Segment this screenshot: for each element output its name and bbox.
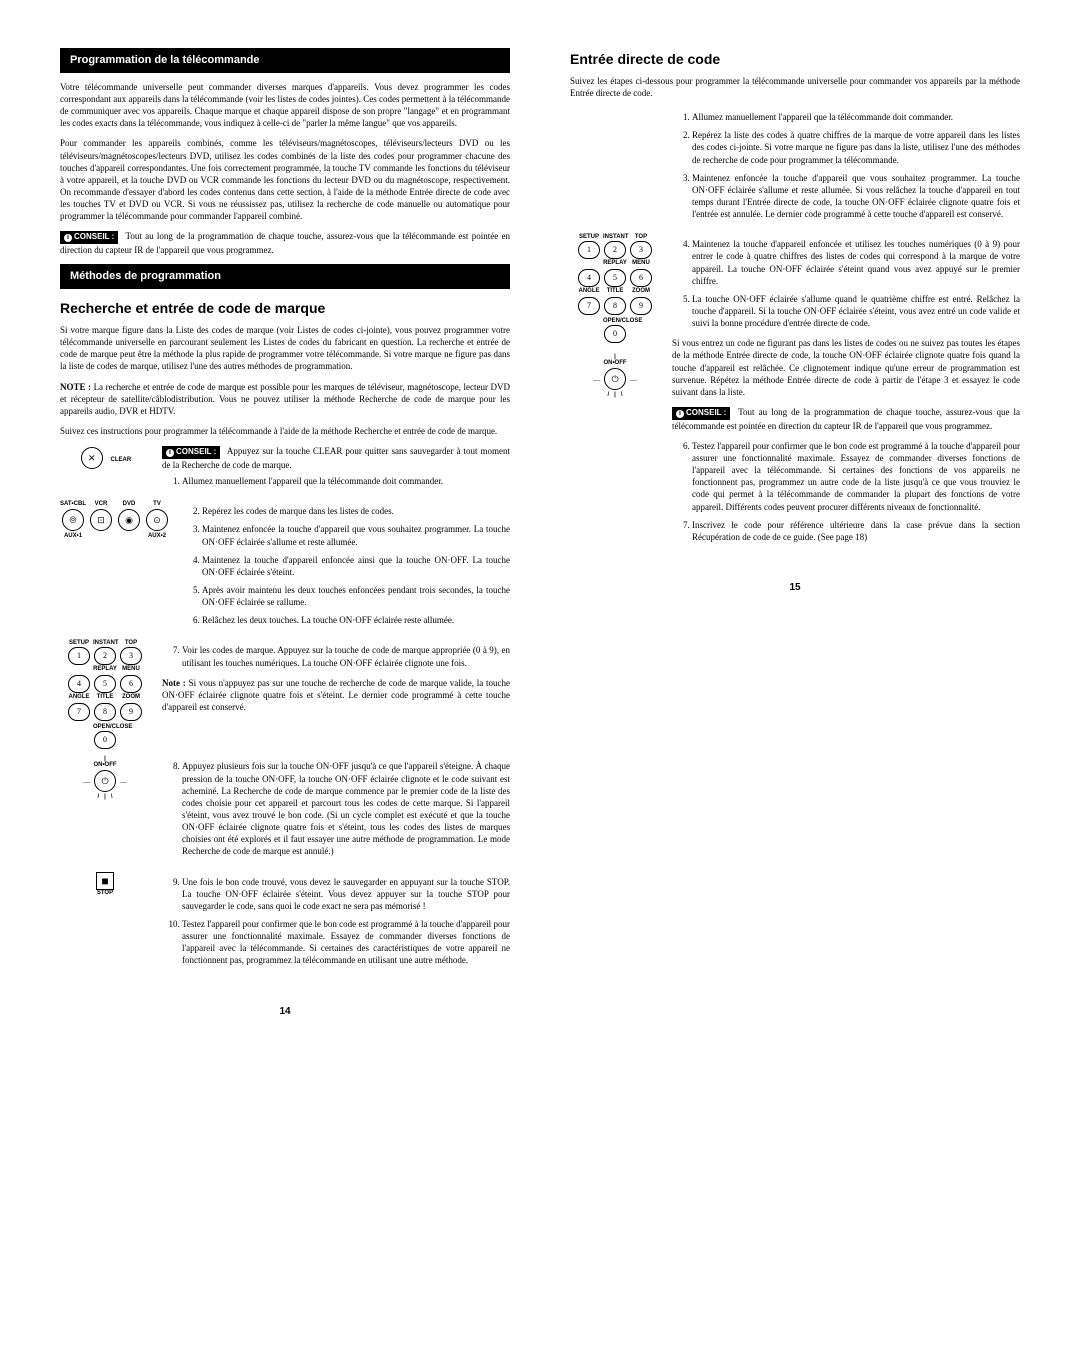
steps-list-b2: Une fois le bon code trouvé, vous devez … — [162, 876, 510, 967]
steps-list-a: Allumez manuellement l'appareil que la t… — [162, 475, 510, 487]
step: Après avoir maintenu les deux touches en… — [202, 584, 510, 608]
direct-steps-a: Allumez manuellement l'appareil que la t… — [672, 111, 1020, 220]
number-pad-row: SETUP1 INSTANT2REPLAY TOP3MENU 4ANGLE 5T… — [60, 640, 510, 750]
conseil-label: CONSEIL : — [686, 408, 726, 417]
step: Testez l'appareil pour confirmer que le … — [182, 918, 510, 967]
step: Voir les codes de marque. Appuyez sur la… — [182, 644, 510, 668]
subheading-direct-entry: Entrée directe de code — [570, 50, 1020, 69]
step: Allumez manuellement l'appareil que la t… — [692, 111, 1020, 123]
clear-button-diagram: ✕ CLEAR — [60, 445, 150, 471]
direct-steps-1-3: Allumez manuellement l'appareil que la t… — [570, 107, 1020, 228]
note-text: La recherche et entrée de code de marque… — [60, 382, 510, 416]
onoff-diagram: | ON•OFF — ⏻ — / | \ — [60, 756, 150, 800]
direct-steps-a2: Maintenez la touche d'appareil enfoncée … — [672, 238, 1020, 329]
direct-mid-para: Si vous entrez un code ne figurant pas d… — [672, 337, 1020, 398]
steps-list-b: Appuyez plusieurs fois sur la touche ON·… — [162, 760, 510, 857]
intro-paragraph-1: Votre télécommande universelle peut comm… — [60, 81, 510, 130]
step: Maintenez enfoncée la touche d'appareil … — [202, 523, 510, 547]
step: Maintenez enfoncée la touche d'appareil … — [692, 172, 1020, 221]
step: Appuyez plusieurs fois sur la touche ON·… — [182, 760, 510, 857]
step: Repérez la liste des codes à quatre chif… — [692, 129, 1020, 165]
step: La touche ON·OFF éclairée s'allume quand… — [692, 293, 1020, 329]
follow-instructions-para: Suivez ces instructions pour programmer … — [60, 425, 510, 437]
stop-diagram: ■ STOP — [60, 872, 150, 896]
stop-row: ■ STOP Une fois le bon code trouvé, vous… — [60, 872, 510, 975]
power-icon: ⏻ — [604, 368, 626, 390]
page-spread: Programmation de la télécommande Votre t… — [60, 40, 1020, 1018]
subheading-brand-search: Recherche et entrée de code de marque — [60, 299, 510, 318]
conseil-right: iCONSEIL : Tout au long de la programmat… — [672, 406, 1020, 432]
number-pad-diagram: SETUP1 INSTANT2REPLAY TOP3MENU 4ANGLE 5T… — [60, 640, 150, 750]
power-icon: ⏻ — [94, 770, 116, 792]
step: Repérez les codes de marque dans les lis… — [202, 505, 510, 517]
number-pad-diagram-right: SETUP1 INSTANT2REPLAY TOP3MENU 4ANGLE 5T… — [570, 234, 660, 398]
note-label: NOTE : — [60, 382, 91, 392]
note-a: NOTE : La recherche et entrée de code de… — [60, 381, 510, 417]
clear-button-icon: ✕ — [81, 447, 103, 469]
conseil-label: CONSEIL : — [176, 447, 216, 456]
conseil-label: CONSEIL : — [74, 232, 114, 241]
page-number-left: 14 — [60, 1005, 510, 1019]
section-heading-programming: Programmation de la télécommande — [60, 48, 510, 73]
page-left: Programmation de la télécommande Votre t… — [60, 40, 510, 1018]
device-buttons-row: SAT•CBL⦾AUX•1 VCR⊡ DVD◉ TV⊙AUX•2 Repérez… — [60, 501, 510, 634]
page-number-right: 15 — [570, 581, 1020, 595]
steps-list-a2: Repérez les codes de marque dans les lis… — [182, 505, 510, 626]
note-text: Si vous n'appuyez pas sur une touche de … — [162, 678, 510, 712]
steps-list-a3: Voir les codes de marque. Appuyez sur la… — [162, 644, 510, 668]
device-buttons-diagram: SAT•CBL⦾AUX•1 VCR⊡ DVD◉ TV⊙AUX•2 — [60, 501, 170, 539]
conseil-2: iCONSEIL : Appuyez sur la touche CLEAR p… — [162, 445, 510, 471]
stop-icon: ■ — [96, 872, 114, 890]
note-label: Note : — [162, 678, 186, 688]
clear-row: ✕ CLEAR iCONSEIL : Appuyez sur la touche… — [60, 445, 510, 495]
direct-entry-intro: Suivez les étapes ci-dessous pour progra… — [570, 75, 1020, 99]
intro-paragraph-2: Pour commander les appareils combinés, c… — [60, 137, 510, 222]
step: Allumez manuellement l'appareil que la t… — [182, 475, 510, 487]
note-b: Note : Si vous n'appuyez pas sur une tou… — [162, 677, 510, 713]
clear-label: CLEAR — [111, 457, 132, 463]
section-heading-methods: Méthodes de programmation — [60, 264, 510, 289]
conseil-text: Tout au long de la programmation de chaq… — [60, 231, 510, 255]
conseil-1: iCONSEIL : Tout au long de la programmat… — [60, 230, 510, 256]
brand-search-para: Si votre marque figure dans la Liste des… — [60, 324, 510, 373]
page-right: Entrée directe de code Suivez les étapes… — [570, 40, 1020, 1018]
step: Relâchez les deux touches. La touche ON·… — [202, 614, 510, 626]
onoff-row: | ON•OFF — ⏻ — / | \ Appuyez plusieurs f… — [60, 756, 510, 865]
step: Maintenez la touche d'appareil enfoncée … — [202, 554, 510, 578]
direct-pad-row: SETUP1 INSTANT2REPLAY TOP3MENU 4ANGLE 5T… — [570, 234, 1020, 551]
step: Testez l'appareil pour confirmer que le … — [692, 440, 1020, 513]
step: Inscrivez le code pour référence ultérie… — [692, 519, 1020, 543]
step: Une fois le bon code trouvé, vous devez … — [182, 876, 510, 912]
step: Maintenez la touche d'appareil enfoncée … — [692, 238, 1020, 287]
direct-steps-b: Testez l'appareil pour confirmer que le … — [672, 440, 1020, 543]
